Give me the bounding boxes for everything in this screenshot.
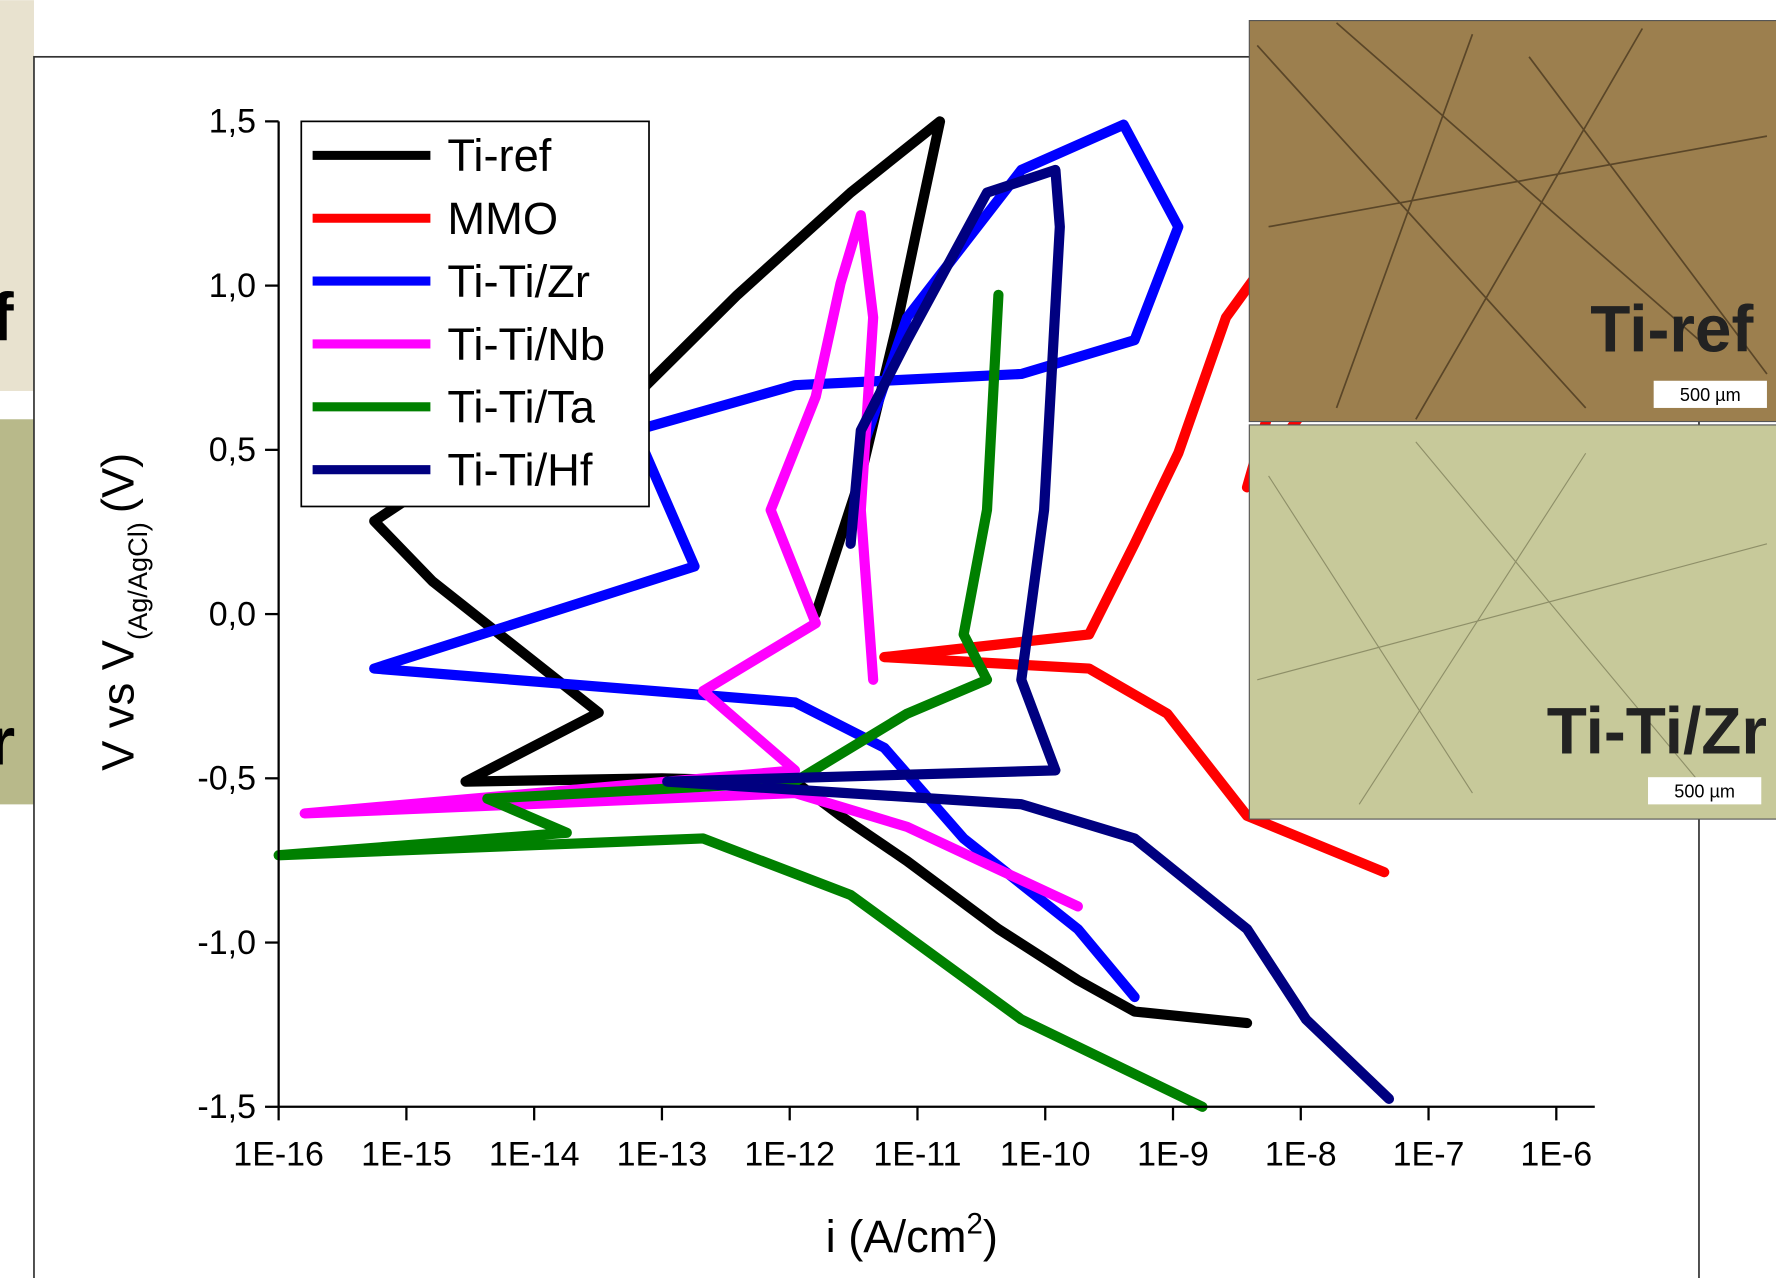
y-tick-label: 1,5 [209, 103, 256, 141]
x-tick-label: 1E-6 [1520, 1136, 1592, 1174]
y-tick-label: -0,5 [197, 760, 256, 798]
x-tick-label: 1E-9 [1137, 1136, 1209, 1174]
legend-label: Ti-ref [447, 130, 551, 181]
y-tick-label: -1,0 [197, 924, 256, 962]
x-axis-title-end: ) [983, 1211, 998, 1262]
x-tick-label: 1E-13 [617, 1136, 708, 1174]
inset-label: Ti-ref [1590, 292, 1753, 365]
x-tick-label: 1E-15 [361, 1136, 452, 1174]
inset-label: Ti-Ti/Zr [1547, 694, 1767, 767]
page: {"chart_data": {"type": "line", "x_label… [0, 0, 1776, 1278]
x-tick-label: 1E-10 [1000, 1136, 1091, 1174]
inset: Ti-ref 500 µm Ti-Ti/Zr 500 µm [1249, 21, 1776, 820]
y-tick-label: 0,5 [209, 431, 256, 469]
y-tick-label: 0,0 [209, 595, 256, 633]
y-axis-title-sub: (Ag/AgCl) [122, 522, 153, 640]
y-axis-title-main: V vs V [93, 639, 144, 771]
x-tick-label: 1E-11 [873, 1136, 961, 1174]
legend-label: Ti-Ti/Nb [447, 319, 605, 370]
x-axis-title-sup: 2 [967, 1208, 983, 1241]
chart: f r 1E-16 1E-15 1E-14 1E-13 1E-12 1E-11 1E-10 1… [0, 0, 1776, 1278]
x-tick-label: 1E-8 [1265, 1136, 1337, 1174]
fragment-text: r [0, 704, 15, 780]
legend-label: MMO [447, 193, 558, 244]
x-tick-label: 1E-12 [744, 1136, 835, 1174]
x-tick-label: 1E-14 [489, 1136, 580, 1174]
x-tick-label: 1E-16 [233, 1136, 324, 1174]
y-axis-title-unit: (V) [93, 453, 144, 513]
y-tick-label: -1,5 [197, 1088, 256, 1126]
legend-label: Ti-Ti/Zr [447, 256, 590, 307]
y-tick-label: 1,0 [209, 267, 256, 305]
scale-label: 500 µm [1680, 385, 1741, 405]
scale-label: 500 µm [1674, 782, 1735, 802]
legend-label: Ti-Ti/Ta [447, 382, 595, 433]
fragment-text: f [0, 279, 14, 355]
x-tick-label: 1E-7 [1393, 1136, 1465, 1174]
x-axis-title-main: i (A/cm [826, 1211, 967, 1262]
legend-label: Ti-Ti/Hf [447, 445, 592, 496]
